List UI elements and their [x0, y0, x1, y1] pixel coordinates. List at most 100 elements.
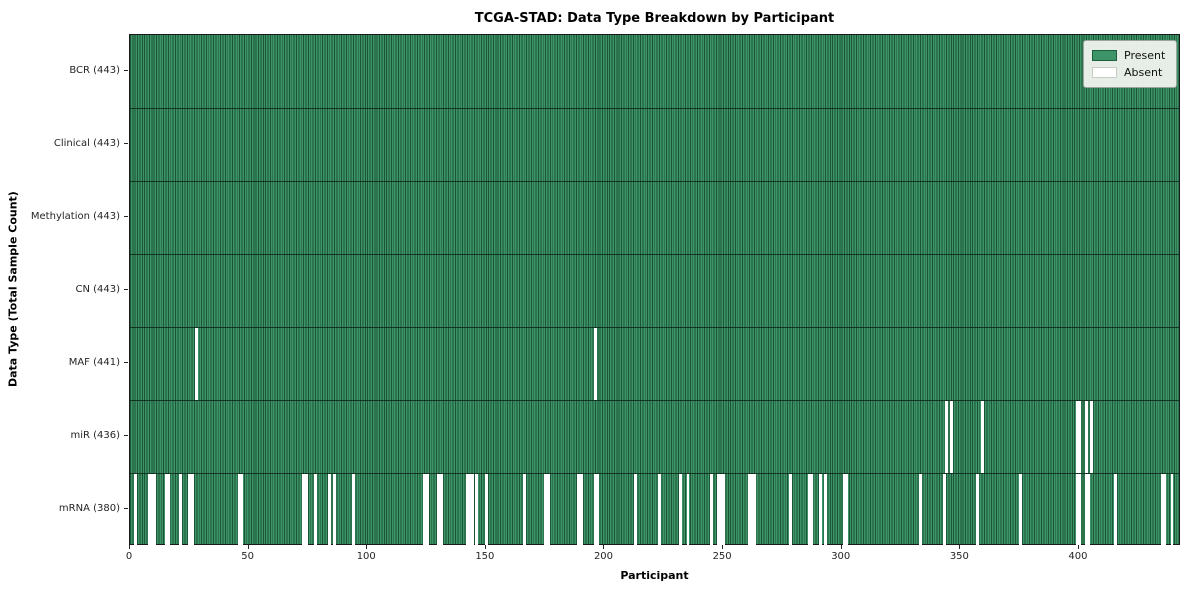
absent-mark-mRNA	[465, 473, 469, 546]
y-tick-mark	[124, 289, 128, 290]
y-tick-label-Methylation: Methylation (443)	[30, 210, 120, 222]
y-tick-mark	[124, 435, 128, 436]
absent-mark-mRNA	[975, 473, 979, 546]
absent-mark-mRNA	[546, 473, 550, 546]
absent-mark-miR	[1089, 400, 1093, 473]
absent-mark-mRNA	[468, 473, 472, 546]
absent-mark-mRNA	[658, 473, 662, 546]
x-tick-label: 350	[949, 551, 969, 562]
absent-mark-mRNA	[437, 473, 441, 546]
absent-mark-mRNA	[1163, 473, 1167, 546]
absent-mark-mRNA	[717, 473, 721, 546]
x-tick-label: 0	[125, 551, 133, 562]
absent-mark-mRNA	[722, 473, 726, 546]
x-tick-mark	[484, 545, 486, 549]
y-tick-mark	[124, 362, 128, 363]
absent-mark-mRNA	[425, 473, 429, 546]
x-axis-label: Participant	[620, 569, 689, 582]
row-divider	[130, 399, 1179, 401]
row-divider	[130, 107, 1179, 109]
x-tick-mark	[1077, 545, 1079, 549]
absent-mark-mRNA	[1085, 473, 1089, 546]
absent-mark-mRNA	[1087, 473, 1091, 546]
x-tick-mark	[603, 545, 605, 549]
absent-mark-mRNA	[634, 473, 638, 546]
x-tick-label: 50	[241, 551, 254, 562]
absent-mark-mRNA	[152, 473, 156, 546]
absent-mark-mRNA	[748, 473, 752, 546]
absent-mark-mRNA	[147, 473, 151, 546]
row-divider	[130, 180, 1179, 182]
absent-mark-mRNA	[719, 473, 723, 546]
absent-mark-mRNA	[1161, 473, 1164, 546]
y-tick-label-CN: CN (443)	[75, 283, 120, 295]
absent-mark-mRNA	[302, 473, 306, 546]
absent-mark-mRNA	[594, 473, 597, 546]
absent-mark-mRNA	[423, 473, 427, 546]
absent-mark-miR	[945, 400, 949, 473]
absent-mark-mRNA	[178, 473, 182, 546]
absent-mark-mRNA	[328, 473, 332, 546]
absent-mark-miR	[1077, 400, 1081, 473]
absent-mark-mRNA	[819, 473, 823, 546]
y-tick-mark	[124, 216, 128, 217]
absent-mark-miR	[1075, 400, 1079, 473]
absent-mark-mRNA	[1113, 473, 1117, 546]
legend-label-present: Present	[1124, 49, 1166, 62]
legend-item-present: Present	[1092, 47, 1168, 64]
y-tick-label-Clinical: Clinical (443)	[53, 137, 120, 149]
absent-mark-mRNA	[807, 473, 811, 546]
x-tick-label: 400	[1068, 551, 1088, 562]
absent-mark-mRNA	[150, 473, 154, 546]
absent-mark-mRNA	[1170, 473, 1174, 546]
y-tick-label-BCR: BCR (443)	[69, 64, 120, 76]
absent-mark-mRNA	[1077, 473, 1081, 546]
row-divider	[130, 253, 1179, 255]
x-tick-mark	[959, 545, 961, 549]
x-tick-label: 250	[712, 551, 732, 562]
absent-mark-mRNA	[439, 473, 443, 546]
absent-mark-mRNA	[679, 473, 683, 546]
row-divider	[130, 326, 1179, 328]
x-tick-label: 150	[475, 551, 495, 562]
y-tick-label-miR: miR (436)	[70, 429, 120, 441]
absent-mark-mRNA	[484, 473, 488, 546]
absent-mark-mRNA	[238, 473, 242, 546]
x-tick-label: 200	[593, 551, 614, 562]
absent-mark-mRNA	[579, 473, 583, 546]
absent-mark-mRNA	[942, 473, 946, 546]
x-tick-mark	[129, 545, 130, 549]
plot-area	[129, 34, 1180, 546]
absent-mark-MAF	[594, 327, 597, 400]
absent-mark-mRNA	[809, 473, 813, 546]
absent-mark-mRNA	[333, 473, 336, 546]
absent-mark-mRNA	[470, 473, 474, 546]
absent-mark-mRNA	[843, 473, 847, 546]
absent-mark-mRNA	[752, 473, 756, 546]
x-tick-label: 100	[356, 551, 376, 562]
x-tick-label: 300	[831, 551, 851, 562]
absent-mark-mRNA	[475, 473, 479, 546]
absent-mark-mRNA	[240, 473, 244, 546]
absent-mark-mRNA	[577, 473, 581, 546]
absent-mark-mRNA	[522, 473, 526, 546]
absent-mark-mRNA	[788, 473, 792, 546]
x-tick-mark	[722, 545, 724, 549]
absent-mark-mRNA	[596, 473, 600, 546]
absent-mark-mRNA	[919, 473, 922, 546]
absent-mark-mRNA	[544, 473, 548, 546]
absent-mark-mRNA	[710, 473, 714, 546]
absent-mark-mRNA	[164, 473, 168, 546]
legend-item-absent: Absent	[1092, 64, 1168, 81]
absent-mark-miR	[1085, 400, 1089, 473]
legend: Present Absent	[1083, 40, 1177, 88]
absent-mark-MAF	[195, 327, 199, 400]
chart-title: TCGA-STAD: Data Type Breakdown by Partic…	[474, 11, 835, 26]
absent-swatch	[1092, 67, 1117, 78]
absent-mark-mRNA	[1075, 473, 1079, 546]
absent-mark-mRNA	[824, 473, 828, 546]
absent-mark-mRNA	[133, 473, 137, 546]
absent-mark-mRNA	[1018, 473, 1022, 546]
y-tick-label-MAF: MAF (441)	[68, 356, 120, 368]
